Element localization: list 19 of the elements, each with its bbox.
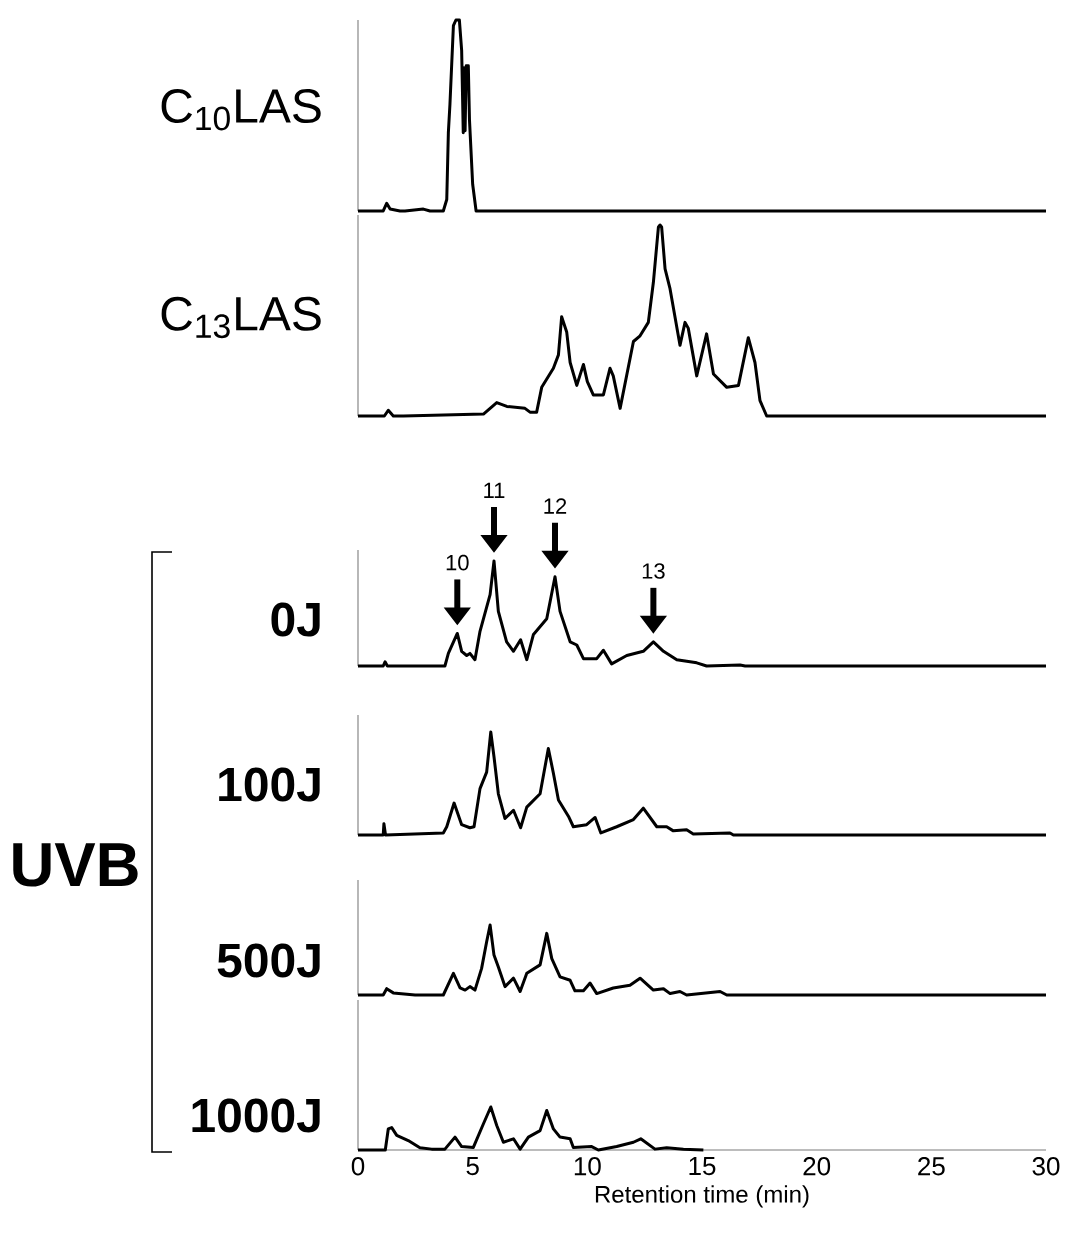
y-axis-title: C$_{10}$LAS — [161, 89, 321, 131]
annotation: 13 — [642, 563, 665, 579]
annotation: 11 — [484, 482, 505, 498]
x-tick-label: 15 — [689, 1157, 716, 1176]
x-tick-label: 20 — [803, 1157, 831, 1176]
text: UVB — [13, 843, 138, 887]
x-tick-label: 0 — [351, 1157, 365, 1176]
annotation: 10 — [446, 554, 469, 571]
y-axis-title: 0J — [271, 602, 320, 637]
annotation: 12 — [544, 498, 567, 514]
y-axis-title: C$_{13}$LAS — [161, 296, 321, 339]
y-axis-title: 1000J — [192, 1098, 320, 1133]
y-axis-title: 100J — [219, 767, 320, 802]
x-axis-title: Retention time (min) — [595, 1185, 809, 1208]
x-tick-label: 10 — [574, 1157, 601, 1176]
x-tick-label: 25 — [918, 1157, 945, 1176]
y-axis-title: 500J — [217, 943, 320, 978]
x-tick-label: 30 — [1032, 1157, 1060, 1176]
x-tick-label: 5 — [466, 1157, 479, 1176]
